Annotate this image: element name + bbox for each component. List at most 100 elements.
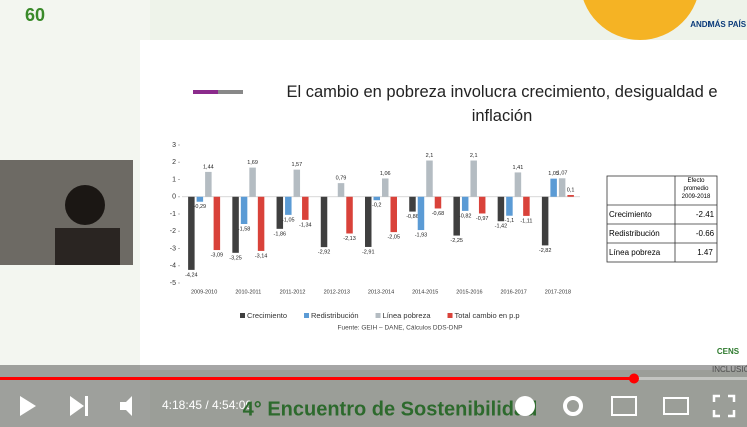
value-label: 0,79 xyxy=(336,176,347,182)
legend-label: Redistribución xyxy=(311,311,359,320)
value-label: -1,93 xyxy=(415,232,428,238)
value-label: -2,13 xyxy=(343,236,356,242)
x-tick-label: 2013-2014 xyxy=(368,289,394,295)
value-label: -3,25 xyxy=(229,255,242,261)
bar xyxy=(514,172,522,197)
value-label: -3,14 xyxy=(255,253,268,259)
source: Fuente: GEIH – DANE, Cálculos DDS-DNP xyxy=(338,325,463,332)
theater-button[interactable] xyxy=(663,397,689,415)
bar xyxy=(426,160,433,197)
value-label: -2,82 xyxy=(539,248,552,254)
value-label: 1,41 xyxy=(513,165,524,171)
bar xyxy=(337,183,345,197)
scrubber[interactable] xyxy=(629,373,639,384)
value-label: 1,69 xyxy=(247,160,258,166)
progress-played[interactable] xyxy=(0,377,634,380)
slide-title: El cambio en pobreza involucra crecimien… xyxy=(286,83,718,125)
value-label: -1,86 xyxy=(274,231,287,237)
bar xyxy=(497,196,505,222)
bar xyxy=(285,196,292,215)
bar xyxy=(523,196,530,216)
value-label: -0,29 xyxy=(194,204,207,210)
table-cell: Redistribución xyxy=(609,229,660,238)
value-label: -1,1 xyxy=(505,218,514,224)
logo: INCLUSIÓN xyxy=(712,365,747,374)
value-label: -2,91 xyxy=(362,249,375,255)
bar xyxy=(302,196,309,220)
value-label: -1,05 xyxy=(282,217,295,223)
legend-label: Línea pobreza xyxy=(383,311,432,320)
webcam-person xyxy=(65,185,105,225)
value-label: -1,34 xyxy=(299,222,312,228)
legend-swatch xyxy=(447,313,453,318)
value-label: -1,11 xyxy=(520,218,532,224)
value-label: -2,05 xyxy=(387,235,400,241)
y-tick-label: 3 xyxy=(172,142,176,149)
y-tick-label: -1 xyxy=(170,211,176,218)
bar xyxy=(257,196,265,251)
value-label: -2,25 xyxy=(450,238,463,244)
bar xyxy=(461,196,469,211)
value-label: -3,09 xyxy=(211,253,224,259)
bar xyxy=(346,196,353,234)
value-label: 1,57 xyxy=(291,162,302,168)
logo: MÁS PAÍS xyxy=(708,20,747,29)
bar xyxy=(320,196,328,248)
fullscreen-button[interactable] xyxy=(712,394,736,418)
table-header-text: Efecto promedio 2009-2018 xyxy=(681,178,711,200)
bar xyxy=(196,196,204,202)
bar xyxy=(558,178,566,197)
x-tick-label: 2015-2016 xyxy=(456,289,482,295)
bar xyxy=(541,196,549,246)
bar xyxy=(240,196,248,225)
table-header: Efecto promedio 2009-2018 xyxy=(681,178,711,200)
legend-swatch xyxy=(304,313,310,318)
autoplay-button[interactable] xyxy=(515,396,535,416)
value-label: 1,06 xyxy=(380,171,391,177)
value-label: 1,05 xyxy=(548,171,559,177)
bar xyxy=(249,167,256,197)
next-button[interactable] xyxy=(70,396,84,416)
legend-label: Total cambio en p.p xyxy=(455,311,520,320)
bar xyxy=(567,195,574,197)
value-label: 1,07 xyxy=(557,171,568,177)
bar xyxy=(365,196,372,247)
bar xyxy=(409,196,416,212)
x-tick-label: 2009-2010 xyxy=(191,289,217,295)
value-label: -0,97 xyxy=(476,216,489,222)
next-button[interactable] xyxy=(85,396,88,416)
decor xyxy=(193,90,218,94)
bar xyxy=(478,196,486,214)
miniplayer-button[interactable] xyxy=(611,396,637,416)
value-label: -0,86 xyxy=(406,214,419,220)
play-button[interactable] xyxy=(20,396,36,416)
value-label: -4,24 xyxy=(185,272,198,278)
bar xyxy=(205,171,212,197)
bar xyxy=(213,196,221,251)
y-tick-label: 1 xyxy=(172,176,176,183)
bar xyxy=(293,169,301,197)
table-border xyxy=(606,175,718,263)
x-tick-label: 2016-2017 xyxy=(501,289,527,295)
legend-label: Crecimiento xyxy=(247,311,287,320)
bar xyxy=(506,196,513,216)
logo: 60 xyxy=(25,5,45,25)
y-tick-label: -4 xyxy=(170,263,176,270)
settings-button[interactable] xyxy=(563,396,583,416)
legend-swatch xyxy=(375,313,381,318)
caption: 4° Encuentro de Sostenibilidad xyxy=(243,398,538,420)
decor xyxy=(218,90,243,94)
volume-button[interactable] xyxy=(120,396,132,416)
table-cell: -2.41 xyxy=(696,210,715,219)
bar xyxy=(434,196,442,209)
bar xyxy=(373,196,380,201)
logo: CENS xyxy=(717,347,740,356)
legend-swatch xyxy=(240,313,245,318)
table-cell: Crecimiento xyxy=(609,210,652,219)
logo: ANDI xyxy=(690,20,710,29)
webcam-person xyxy=(55,228,120,265)
value-label: -0,82 xyxy=(459,213,472,219)
value-label: -0,2 xyxy=(372,203,381,209)
y-tick-label: 2 xyxy=(172,159,176,166)
bar xyxy=(390,196,397,233)
